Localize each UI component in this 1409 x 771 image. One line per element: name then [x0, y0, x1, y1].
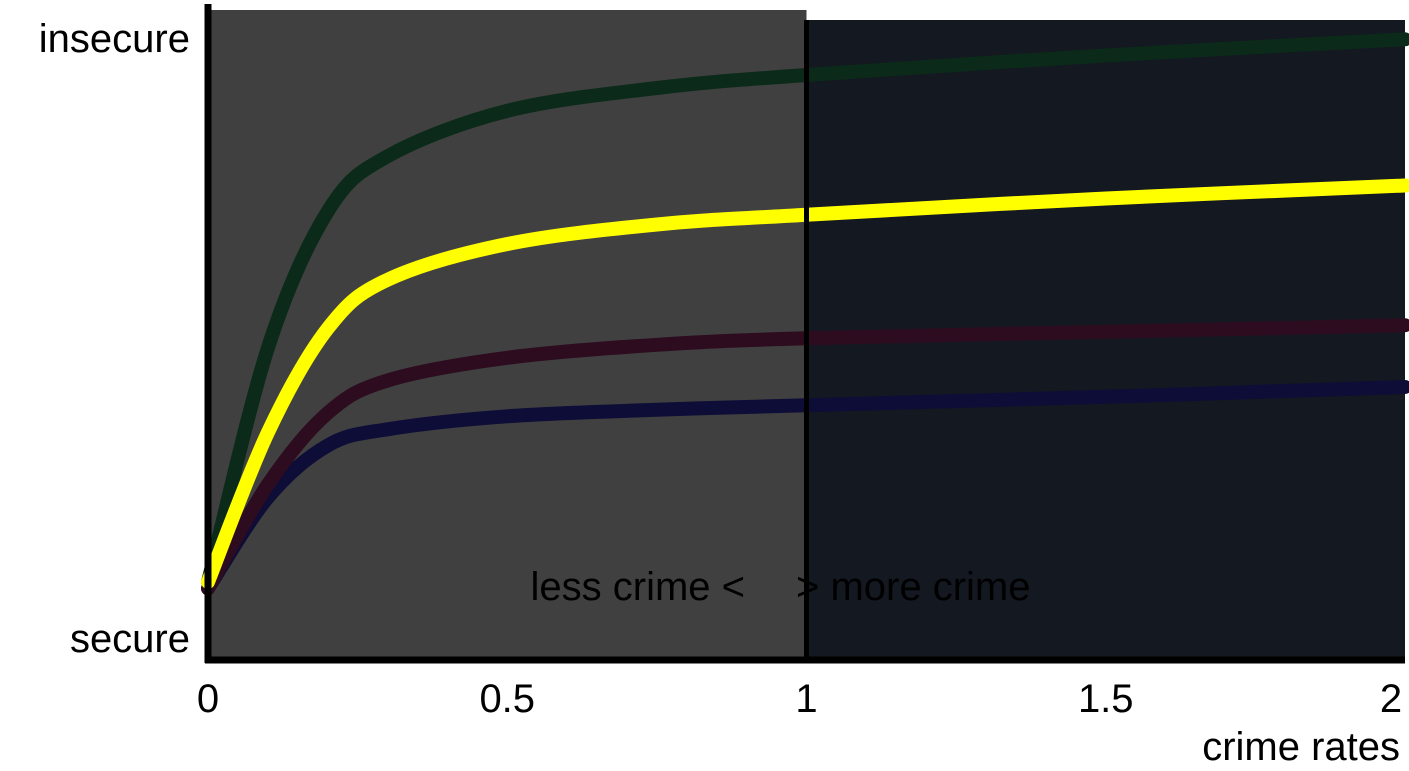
axes	[204, 4, 1405, 664]
series-line-1	[201, 178, 1409, 589]
series-line-3	[201, 380, 1409, 596]
x-tick-label: 1	[795, 677, 817, 721]
x-tick-label: 1.5	[1078, 677, 1134, 721]
x-tick-label: 2	[1380, 677, 1402, 721]
x-tick-label: 0	[197, 677, 219, 721]
y-top-label: insecure	[39, 17, 190, 61]
y-bottom-label: secure	[70, 617, 190, 661]
series-layer	[201, 32, 1409, 596]
annotation-less-crime: less crime <	[531, 565, 746, 609]
series-line-2	[201, 318, 1409, 596]
x-tick-label: 0.5	[479, 677, 535, 721]
annotation-more-crime: > more crime	[796, 565, 1031, 609]
series-line-0	[201, 32, 1409, 589]
x-tick-labels: 0 0.5 1 1.5 2	[197, 677, 1402, 721]
x-axis-label: crime rates	[1202, 725, 1400, 769]
